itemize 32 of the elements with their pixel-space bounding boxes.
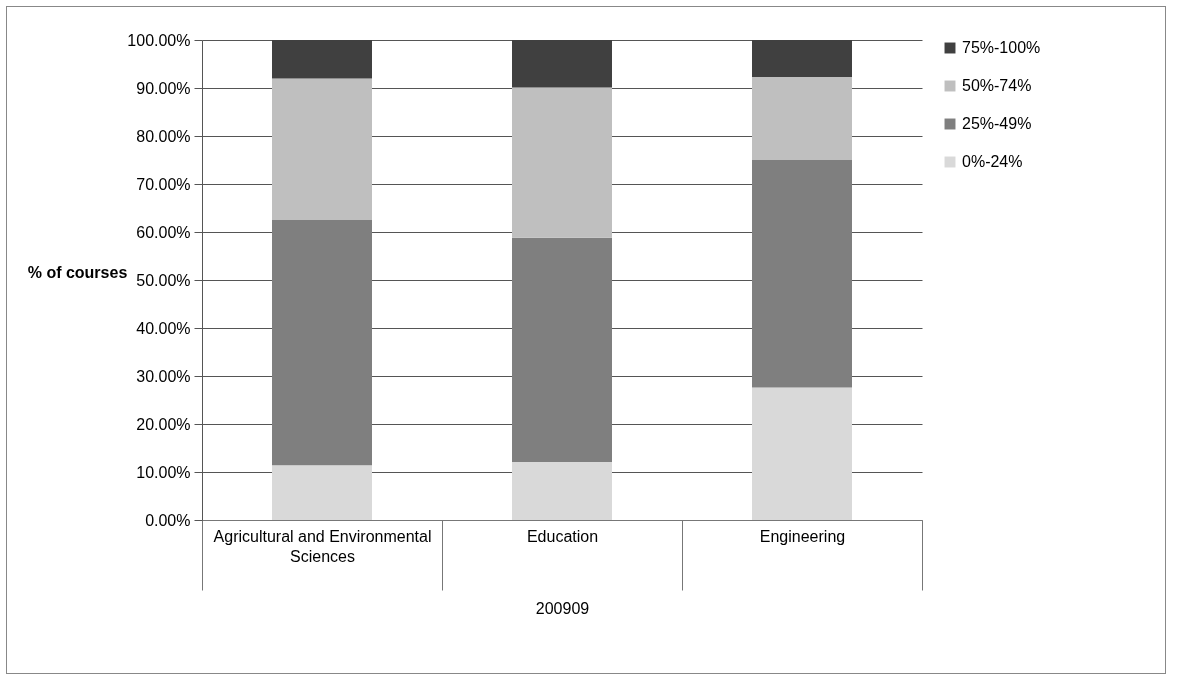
legend-label: 50%-74% xyxy=(962,77,1032,94)
bar xyxy=(512,237,612,462)
y-tick-label: 70.00% xyxy=(136,175,191,193)
bar xyxy=(512,40,612,88)
x-axis-title: 200909 xyxy=(535,600,590,617)
y-tick-label: 0.00% xyxy=(145,511,191,529)
x-tick-label: Agricultural and Environmental Sciences xyxy=(213,527,432,565)
y-tick-label: 60.00% xyxy=(136,223,191,241)
y-axis-title: % of courses xyxy=(27,263,128,281)
x-tick-label: Education xyxy=(526,527,599,545)
bar xyxy=(512,461,612,520)
y-tick-label: 20.00% xyxy=(136,415,191,433)
y-tick-label: 30.00% xyxy=(136,367,191,385)
y-tick-label: 10.00% xyxy=(136,463,191,481)
bar xyxy=(752,387,852,520)
bar xyxy=(752,160,852,388)
legend-label: 75%-100% xyxy=(962,39,1041,56)
bar xyxy=(752,76,852,160)
legend-label: 0%-24% xyxy=(962,153,1023,170)
y-tick-label: 80.00% xyxy=(136,127,191,145)
x-tick-label: Engineering xyxy=(759,527,846,545)
bar xyxy=(272,465,372,520)
bar xyxy=(272,40,372,79)
bar xyxy=(272,219,372,466)
bar xyxy=(512,87,612,238)
y-tick-label: 90.00% xyxy=(136,79,191,97)
y-tick-label: 40.00% xyxy=(136,319,191,337)
bar xyxy=(272,78,372,220)
y-tick-label: 50.00% xyxy=(136,271,191,289)
y-tick-label: 100.00% xyxy=(127,31,191,49)
bar xyxy=(752,40,852,77)
legend-label: 25%-49% xyxy=(962,115,1032,132)
